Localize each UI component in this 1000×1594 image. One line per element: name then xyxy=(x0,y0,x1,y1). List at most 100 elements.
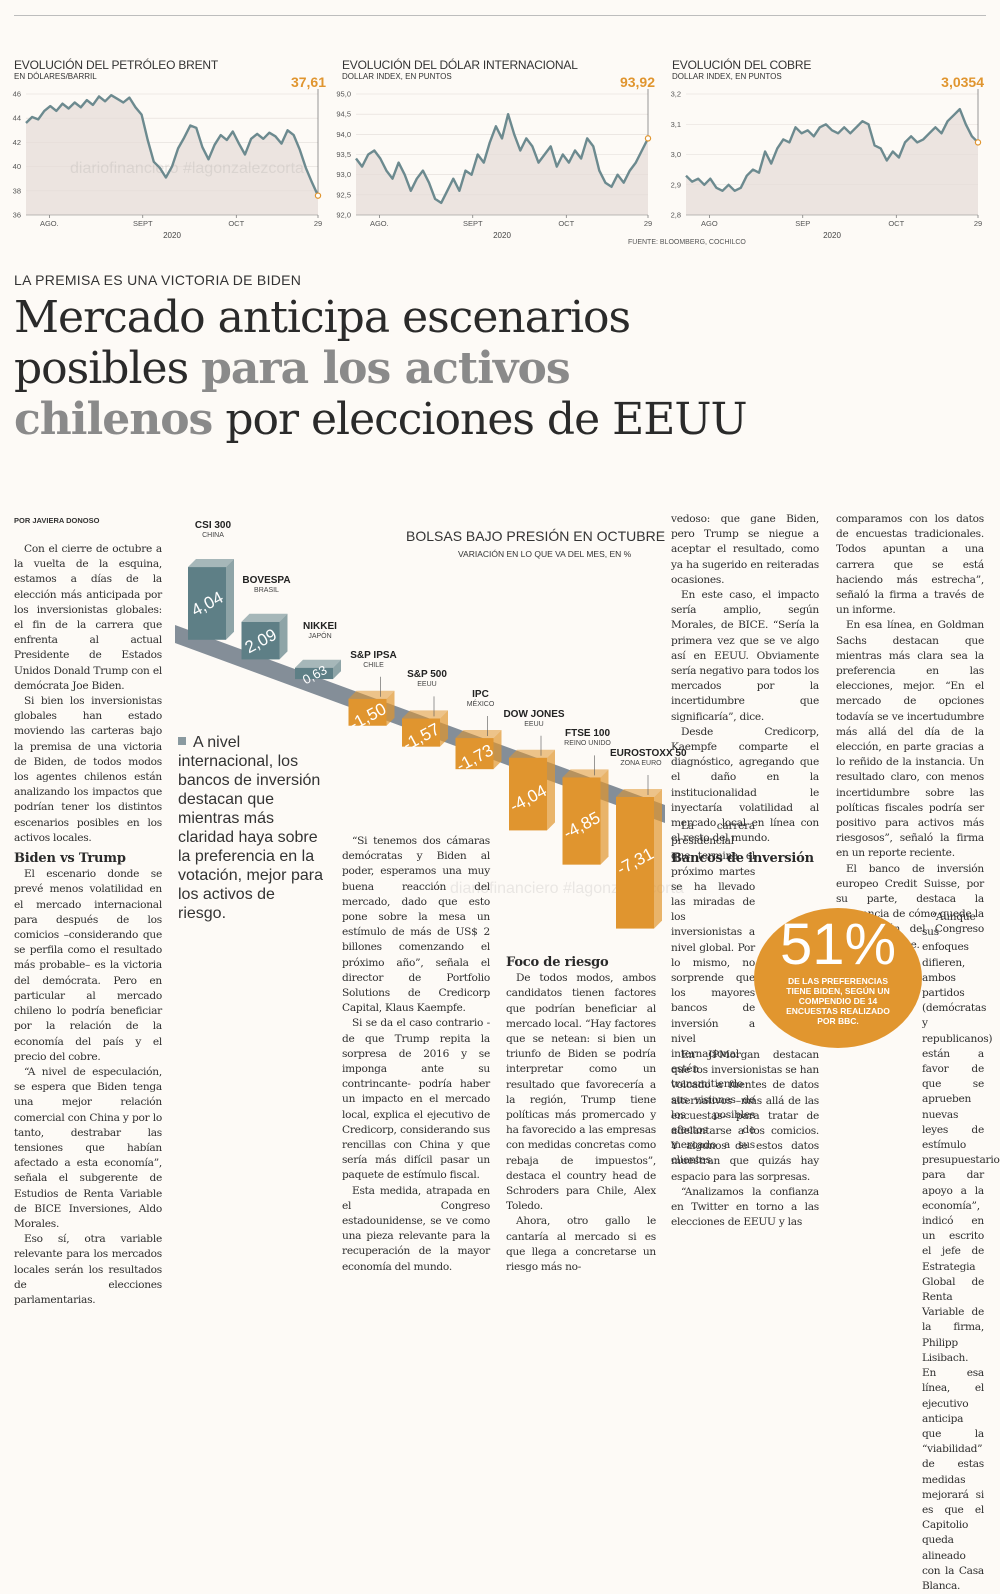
bar: -1,50 xyxy=(346,676,395,734)
bar-country-name: REINO UNIDO xyxy=(564,740,611,748)
infographic-subtitle: VARIACIÓN EN LO QUE VA DEL MES, EN % xyxy=(458,549,632,559)
y-tick-label: 38 xyxy=(13,186,21,195)
y-tick-label: 95,0 xyxy=(336,90,351,99)
top-rule xyxy=(14,15,986,16)
bar-top xyxy=(616,789,662,797)
x-tick-label: AGO. xyxy=(370,219,389,228)
year-label: 2020 xyxy=(823,231,841,240)
paragraph: De todos modos, ambos candidatos tienen … xyxy=(506,972,656,1213)
headline-line: chilenos por elecciones de EEUU xyxy=(14,394,974,445)
article-column-6-narrow: “Aunque sus enfoques difieren, ambos par… xyxy=(922,910,1000,1594)
pull-quote-text: A nivel internacional, los bancos de inv… xyxy=(178,734,323,922)
headline-line: Mercado anticipa escenarios xyxy=(14,292,631,343)
stock-bars-chart: 4,042,090,63-1,50-1,57-1,73-4,04-4,85-7,… xyxy=(175,559,665,929)
bar-front xyxy=(241,621,280,660)
paragraph: En esa línea, en Goldman Sachs destacan … xyxy=(836,619,984,860)
stat-value: 51% xyxy=(779,912,897,977)
bar-side xyxy=(333,659,341,680)
paragraph: “Analizamos la confianza en Twitter en t… xyxy=(671,1185,819,1229)
x-tick-label: OCT xyxy=(558,219,574,228)
x-tick-label: AGO xyxy=(701,219,718,228)
bar-index-name: BOVESPA xyxy=(242,574,291,586)
article-column-5-bottom: En JPMorgan destacan que los inversionis… xyxy=(671,1048,819,1230)
pull-quote: A nivel internacional, los bancos de inv… xyxy=(178,733,324,923)
subheading-foco: Foco de riesgo xyxy=(506,955,609,970)
y-tick-label: 2,9 xyxy=(671,180,681,189)
area-fill xyxy=(26,95,318,215)
bar: -1,57 xyxy=(400,696,448,754)
bar-name-label: CSI 300 CHINA xyxy=(182,521,244,541)
bar: -7,31 xyxy=(614,775,662,929)
article-column-1: Con el cierre de octubre a la vuelta de … xyxy=(14,542,162,1308)
article-column-4: Foco de riesgo De todos modos, ambos can… xyxy=(506,950,656,1275)
brent-chart-plot: 46 44 42 40 38 36 AGO. SEPT OCT 29 2020 xyxy=(13,89,322,240)
bar-index-name: FTSE 100 xyxy=(564,728,611,740)
y-tick-label: 42 xyxy=(13,138,21,147)
y-tick-label: 36 xyxy=(13,211,21,220)
bar-side xyxy=(440,710,448,747)
year-label: 2020 xyxy=(163,231,181,240)
headline: Mercado anticipa escenarios posibles par… xyxy=(14,292,974,445)
bar: 2,09 xyxy=(241,613,288,660)
bar-name-label: S&P 500 EEUU xyxy=(396,670,458,690)
bar: -4,85 xyxy=(560,755,609,865)
bar-name-label: EUROSTOXX 50 ZONA EURO xyxy=(610,748,687,769)
bar-front xyxy=(402,718,440,747)
bar: 0,63 xyxy=(295,659,341,687)
bar-front xyxy=(348,698,387,726)
y-tick-label: 93,0 xyxy=(336,170,351,179)
y-tick-label: 40 xyxy=(13,162,21,171)
x-tick-label: AGO. xyxy=(40,219,59,228)
chart-title: EVOLUCIÓN DEL PETRÓLEO BRENT xyxy=(14,58,219,72)
series-line xyxy=(25,94,320,197)
x-tick-label: 29 xyxy=(974,219,982,228)
y-tick-label: 44 xyxy=(13,114,21,123)
bar-index-name: EUROSTOXX 50 xyxy=(610,748,687,759)
chart-subtitle: EN DÓLARES/BARRIL xyxy=(14,72,97,81)
y-tick-label: 3,2 xyxy=(671,90,681,99)
chart-title: EVOLUCIÓN DEL DÓLAR INTERNACIONAL xyxy=(342,58,578,72)
bar-front xyxy=(455,738,494,770)
chart-subtitle: DOLLAR INDEX, EN PUNTOS xyxy=(342,72,452,81)
bar-index-name: IPC xyxy=(472,689,489,701)
kicker: LA PREMISA ES UNA VICTORIA DE BIDEN xyxy=(14,272,302,288)
headline-fragment: por elecciones de EEUU xyxy=(212,394,747,445)
y-tick-label: 92,5 xyxy=(336,190,351,199)
paragraph: En este caso, el impacto sería amplio, s… xyxy=(671,589,819,723)
x-tick-label: SEP xyxy=(795,219,810,228)
bar-country-name: CHINA xyxy=(202,532,224,540)
bar-name-label: BOVESPA BRASIL xyxy=(236,574,298,596)
bar-country-name: EEUU xyxy=(524,720,544,728)
stat-circle: 51% DE LAS PREFERENCIAS TIENE BIDEN, SEG… xyxy=(754,908,922,1048)
chart-subtitle: DOLLAR INDEX, EN PUNTOS xyxy=(672,72,782,81)
paragraph: “Aunque sus enfoques difieren, ambos par… xyxy=(922,911,1000,1592)
bar-top xyxy=(562,769,609,778)
chart-last-value: 37,61 xyxy=(290,74,326,90)
article-column-6: comparamos con los datos de encuestas tr… xyxy=(836,512,984,953)
bar-top xyxy=(348,690,395,699)
y-tick-label: 46 xyxy=(13,90,21,99)
paragraph: vedoso: que gane Biden, pero Trump se ni… xyxy=(671,513,819,586)
headline-highlight: para los activos xyxy=(201,343,570,394)
paragraph: “A nivel de especulación, se espera que … xyxy=(14,1065,162,1230)
subheading-bancos: Bancos de inversión xyxy=(671,851,814,867)
bar-side xyxy=(279,613,288,660)
chart-last-value: 93,92 xyxy=(619,74,655,90)
bar-index-name: S&P IPSA xyxy=(350,649,397,661)
paragraph: El escenario donde se prevé menos volati… xyxy=(14,868,162,1063)
last-point-marker xyxy=(644,135,652,142)
bar-front xyxy=(562,777,601,865)
paragraph: Si se da el caso contrario -de que Trump… xyxy=(342,1017,490,1182)
y-tick-label: 92,0 xyxy=(336,211,351,220)
bar-name-label: FTSE 100 REINO UNIDO xyxy=(557,729,619,749)
paragraph: “Si tenemos dos cámaras demócratas y Bid… xyxy=(342,835,490,1015)
bar-side xyxy=(547,749,555,831)
last-point-marker xyxy=(974,139,982,146)
bar-country-name: MÉXICO xyxy=(466,701,495,709)
bar-front xyxy=(295,667,333,680)
year-label: 2020 xyxy=(493,231,511,240)
headline-fragment: posibles xyxy=(14,343,202,394)
bar-top xyxy=(455,730,502,739)
x-tick-label: 29 xyxy=(314,219,322,228)
x-tick-label: OCT xyxy=(888,219,904,228)
